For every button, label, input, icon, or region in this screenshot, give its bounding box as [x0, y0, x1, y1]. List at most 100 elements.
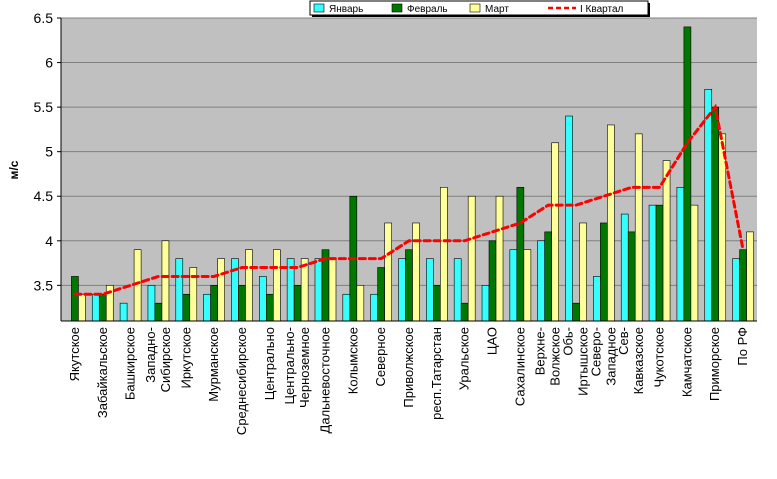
bar: [683, 26, 692, 322]
bar: [523, 249, 532, 322]
x-category-label: Кавказское: [631, 327, 646, 394]
bar: [600, 222, 608, 322]
y-tick-label: 6: [45, 55, 53, 71]
quarter-line: [73, 103, 745, 296]
y-tick-label: 4: [45, 233, 53, 249]
x-category-label: Иркутское: [178, 327, 193, 389]
bar: [342, 293, 351, 322]
bar: [161, 240, 170, 322]
y-tick-label: 4.5: [34, 188, 54, 204]
y-tick-label: 3.5: [34, 277, 54, 293]
bar: [467, 195, 476, 322]
bar: [620, 213, 629, 322]
bar: [739, 249, 747, 322]
bar: [245, 249, 253, 322]
bar: [551, 142, 560, 322]
bar: [356, 285, 365, 322]
bar: [627, 231, 636, 322]
x-category-label: Сибирское: [158, 327, 173, 392]
bar: [98, 293, 107, 322]
x-category-label: Чукотское: [652, 327, 667, 388]
legend-swatch: [391, 3, 403, 13]
y-axis-label: м/с: [7, 160, 21, 179]
legend-label: Март: [485, 4, 509, 15]
x-category-label: Колымское: [345, 327, 360, 394]
x-category-label: Башкирское: [123, 327, 138, 400]
bar: [426, 258, 434, 322]
x-category-label: Сахалинское: [512, 327, 527, 406]
bar: [238, 285, 246, 322]
legend-swatch: [469, 3, 481, 13]
bar: [119, 302, 128, 322]
bar: [147, 285, 156, 322]
bar: [370, 293, 378, 322]
x-category-label: Уральское: [457, 327, 472, 390]
x-categories: Якутское Забайкальское Башкирское Западно- С…: [67, 327, 750, 435]
x-category-label: Камчатское: [679, 327, 694, 397]
bar: [676, 187, 685, 322]
bar: [377, 267, 385, 322]
x-category-label: ЦАО: [485, 327, 500, 355]
x-category-label: Центрально-: [282, 327, 297, 405]
bar: [453, 258, 462, 322]
bar: [433, 285, 441, 322]
bar: [300, 258, 309, 322]
bar: [203, 293, 211, 322]
x-category-label: Западно-: [143, 327, 158, 383]
bar: [537, 240, 546, 322]
bar: [91, 293, 100, 322]
bar: [495, 195, 504, 322]
x-category-label: По РФ: [735, 327, 750, 366]
bar: [579, 222, 587, 322]
bar: [488, 240, 497, 322]
x-category-label: Северо-: [588, 327, 603, 376]
bar: [516, 187, 525, 322]
x-category-label: Мурманское: [206, 327, 221, 402]
bar: [704, 88, 713, 322]
x-category-label: Обь-: [561, 327, 576, 356]
legend: Январь Февраль Март I Квартал: [309, 0, 650, 17]
bar: [328, 258, 337, 322]
x-category-label: Центрально: [262, 327, 277, 400]
bar: [384, 222, 392, 322]
x-category-label: Забайкальское: [95, 327, 110, 418]
legend-label: I Квартал: [580, 4, 624, 15]
bar: [398, 258, 406, 322]
x-category-label: респ.Татарстан: [429, 327, 444, 420]
y-ticks: 3.5 4 4.5 5 5.5 6 6.5: [34, 10, 61, 293]
x-category-label: Сев-: [616, 327, 631, 355]
bar: [175, 258, 184, 322]
legend-label: Февраль: [407, 4, 448, 15]
bar: [154, 302, 163, 322]
bar: [460, 302, 469, 322]
bar: [210, 285, 218, 322]
bar: [690, 204, 699, 322]
bar: [293, 285, 302, 322]
x-category-label: Верхне-: [533, 327, 548, 375]
x-category-label: Среднесибирское: [234, 327, 249, 435]
legend-label: Январь: [329, 4, 363, 15]
bar: [746, 231, 754, 322]
bar: [648, 204, 657, 322]
bar: [565, 115, 573, 322]
bar: [711, 106, 720, 322]
x-category-label: Якутское: [67, 327, 82, 381]
bar: [662, 160, 671, 322]
bar: [607, 124, 615, 322]
y-tick-label: 5: [45, 144, 53, 160]
bar: [265, 293, 274, 322]
bar: [572, 302, 580, 322]
bar: [405, 249, 413, 322]
x-category-label: Приморское: [707, 327, 722, 401]
x-category-label: Черноземное: [297, 327, 312, 408]
bar: [655, 204, 664, 322]
y-tick-label: 5.5: [34, 99, 54, 115]
bar: [182, 293, 191, 322]
x-category-label: Иртышское: [576, 327, 591, 396]
x-category-label: Западное: [603, 327, 618, 386]
x-category-label: Приволжское: [401, 327, 416, 408]
y-tick-label: 6.5: [34, 10, 54, 26]
bar: [440, 187, 448, 322]
bar: [732, 258, 740, 322]
